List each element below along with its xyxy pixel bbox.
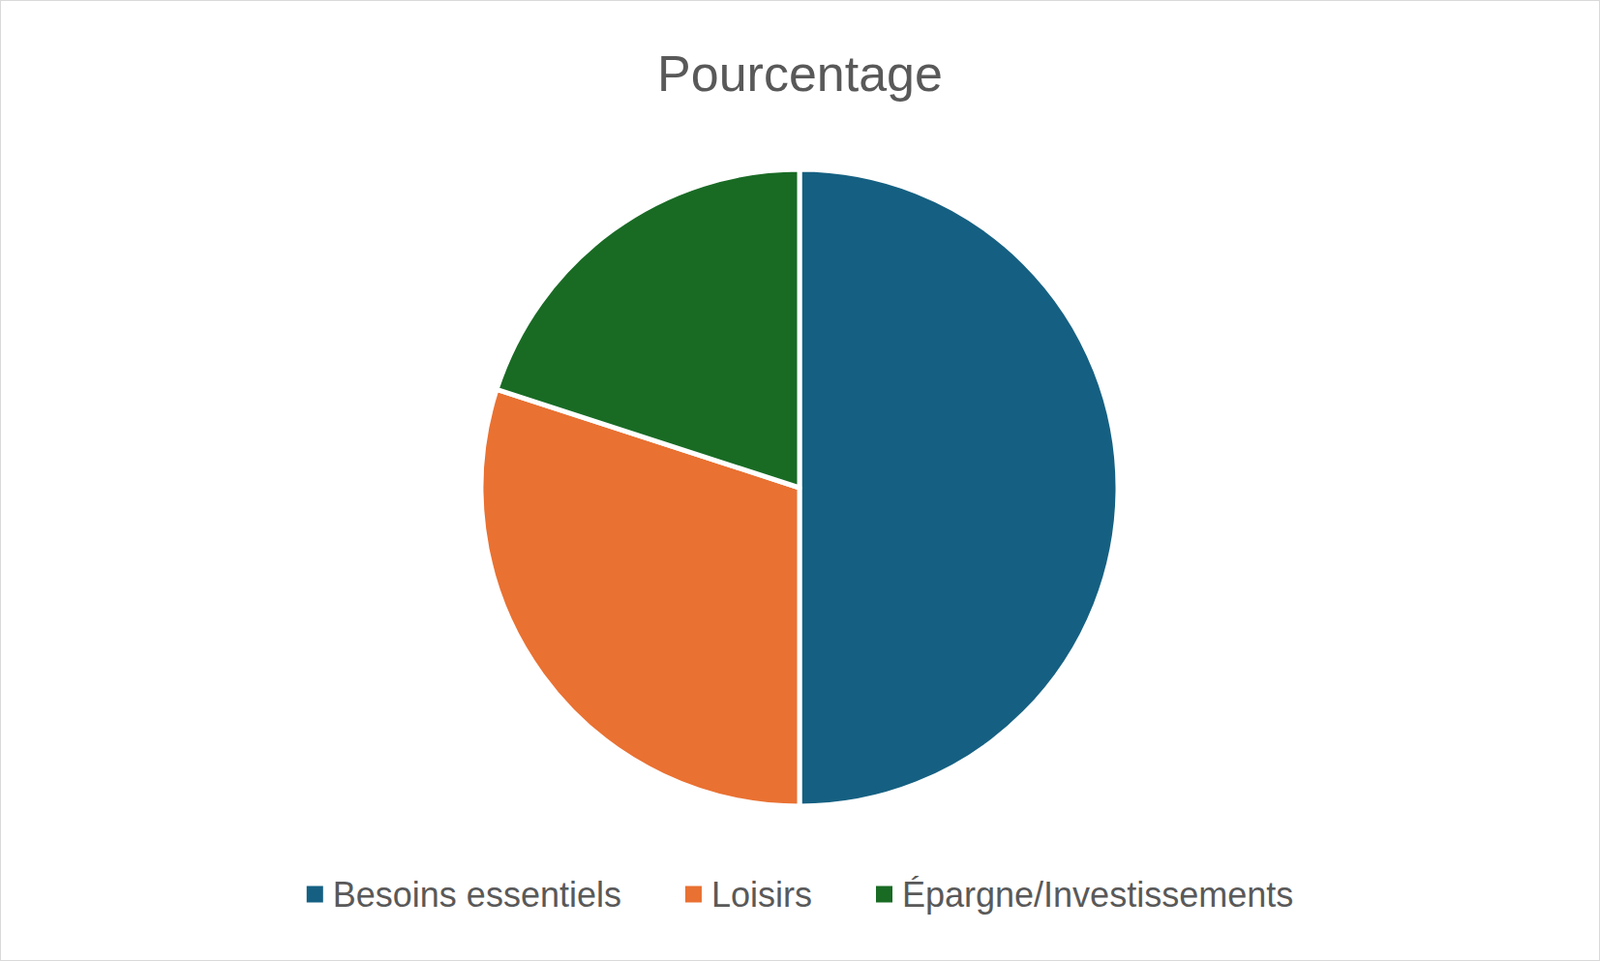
- pie-slices: [481, 169, 1118, 807]
- legend-label: Besoins essentiels: [332, 875, 622, 915]
- legend: Besoins essentiels Loisirs Épargne/Investi…: [306, 875, 1294, 915]
- legend-swatch: [306, 886, 324, 904]
- legend-swatch: [685, 886, 702, 904]
- pie-slice: [496, 169, 800, 488]
- chart-canvas: Pourcentage Besoins essentiels Loisirs Épar…: [0, 0, 1600, 961]
- legend-label: Épargne/Investissements: [902, 875, 1294, 915]
- legend-label: Loisirs: [711, 875, 813, 915]
- chart-title: Pourcentage: [657, 45, 943, 102]
- legend-swatch: [875, 886, 893, 904]
- pie-slice: [799, 169, 1118, 807]
- chart-frame: [0, 0, 1600, 961]
